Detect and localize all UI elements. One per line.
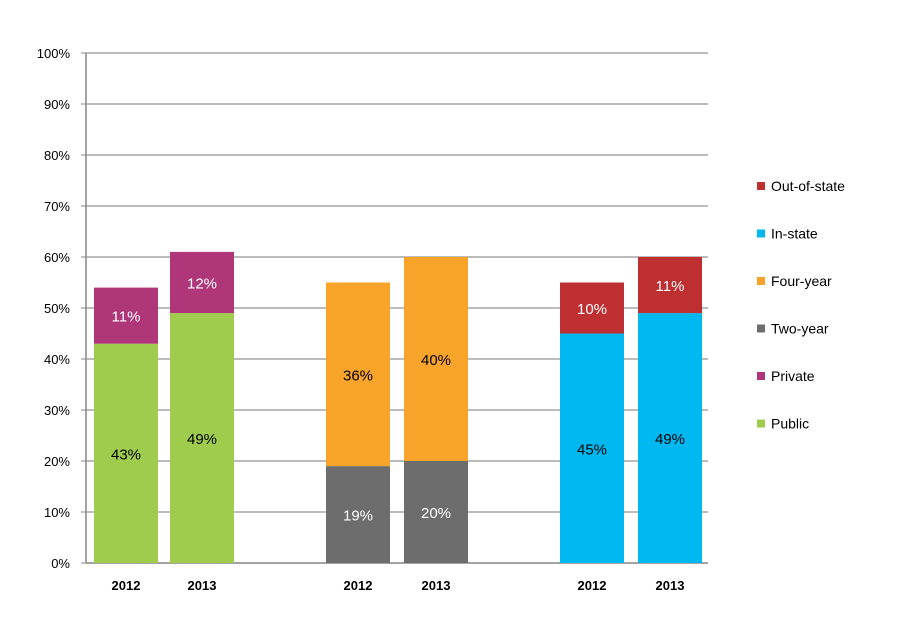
bar-private (94, 287, 158, 344)
legend-swatch (757, 182, 765, 190)
x-tick-label: 2013 (188, 578, 217, 593)
legend-swatch (757, 419, 765, 428)
data-label: 45% (577, 441, 607, 458)
legend-label: Four-year (771, 273, 832, 289)
legend-swatch (757, 324, 765, 333)
legend-label: Public (771, 416, 809, 432)
x-tick-label: 2012 (344, 578, 373, 593)
bar-out-of-state (560, 282, 624, 334)
bar-out-of-state (638, 257, 702, 314)
bar-public (170, 313, 234, 563)
bars: 43% 11% 49% 12% 19% 36% 20% 40% 45% 10% 49% 11% (94, 251, 702, 563)
y-tick-label: 80% (44, 148, 70, 163)
data-label: 11% (656, 278, 685, 295)
y-tick-label: 10% (44, 505, 70, 520)
bar-private (170, 251, 234, 314)
y-tick-label: 30% (44, 403, 70, 418)
data-label: 49% (655, 431, 685, 448)
data-label: 20% (421, 505, 451, 522)
y-tick-label: 50% (44, 301, 70, 316)
y-tick-label: 20% (44, 454, 70, 469)
bar-four-year (326, 282, 390, 467)
legend: Out-of-state In-state Four-year Two-year Pri… (757, 178, 845, 432)
y-tick-label: 60% (44, 250, 70, 265)
data-label: 12% (187, 276, 217, 293)
y-tick-label: 90% (44, 97, 70, 112)
bar-four-year (404, 257, 468, 461)
y-tick-label: 70% (44, 199, 70, 214)
bar-two-year (326, 466, 390, 563)
data-label: 36% (343, 367, 373, 384)
x-tick-label: 2012 (112, 578, 141, 593)
data-label: 10% (577, 301, 607, 318)
data-label: 49% (187, 431, 217, 448)
legend-label: Private (771, 368, 815, 384)
y-tick-label: 100% (37, 46, 71, 61)
y-tick-label: 40% (44, 352, 70, 367)
x-tick-label: 2013 (422, 578, 451, 593)
legend-swatch (757, 277, 765, 285)
x-axis: 2012 2013 2012 2013 2012 2013 (112, 578, 685, 593)
y-axis: 0% 10% 20% 30% 40% 50% 60% 70% 80% 90% 100% (37, 46, 87, 571)
legend-label: Two-year (771, 321, 829, 337)
legend-swatch (757, 372, 765, 380)
x-tick-label: 2012 (578, 578, 607, 593)
data-label: 40% (421, 352, 451, 369)
legend-swatch (757, 229, 765, 238)
data-label: 43% (111, 446, 141, 463)
x-tick-label: 2013 (656, 578, 685, 593)
data-label: 11% (112, 309, 141, 326)
legend-label: Out-of-state (771, 178, 845, 194)
data-label: 19% (343, 508, 373, 525)
bar-in-state (638, 313, 702, 563)
y-tick-label: 0% (51, 556, 70, 571)
legend-label: In-state (771, 226, 818, 242)
bar-in-state (560, 333, 624, 563)
bar-public (94, 343, 158, 563)
bar-two-year (404, 461, 468, 563)
